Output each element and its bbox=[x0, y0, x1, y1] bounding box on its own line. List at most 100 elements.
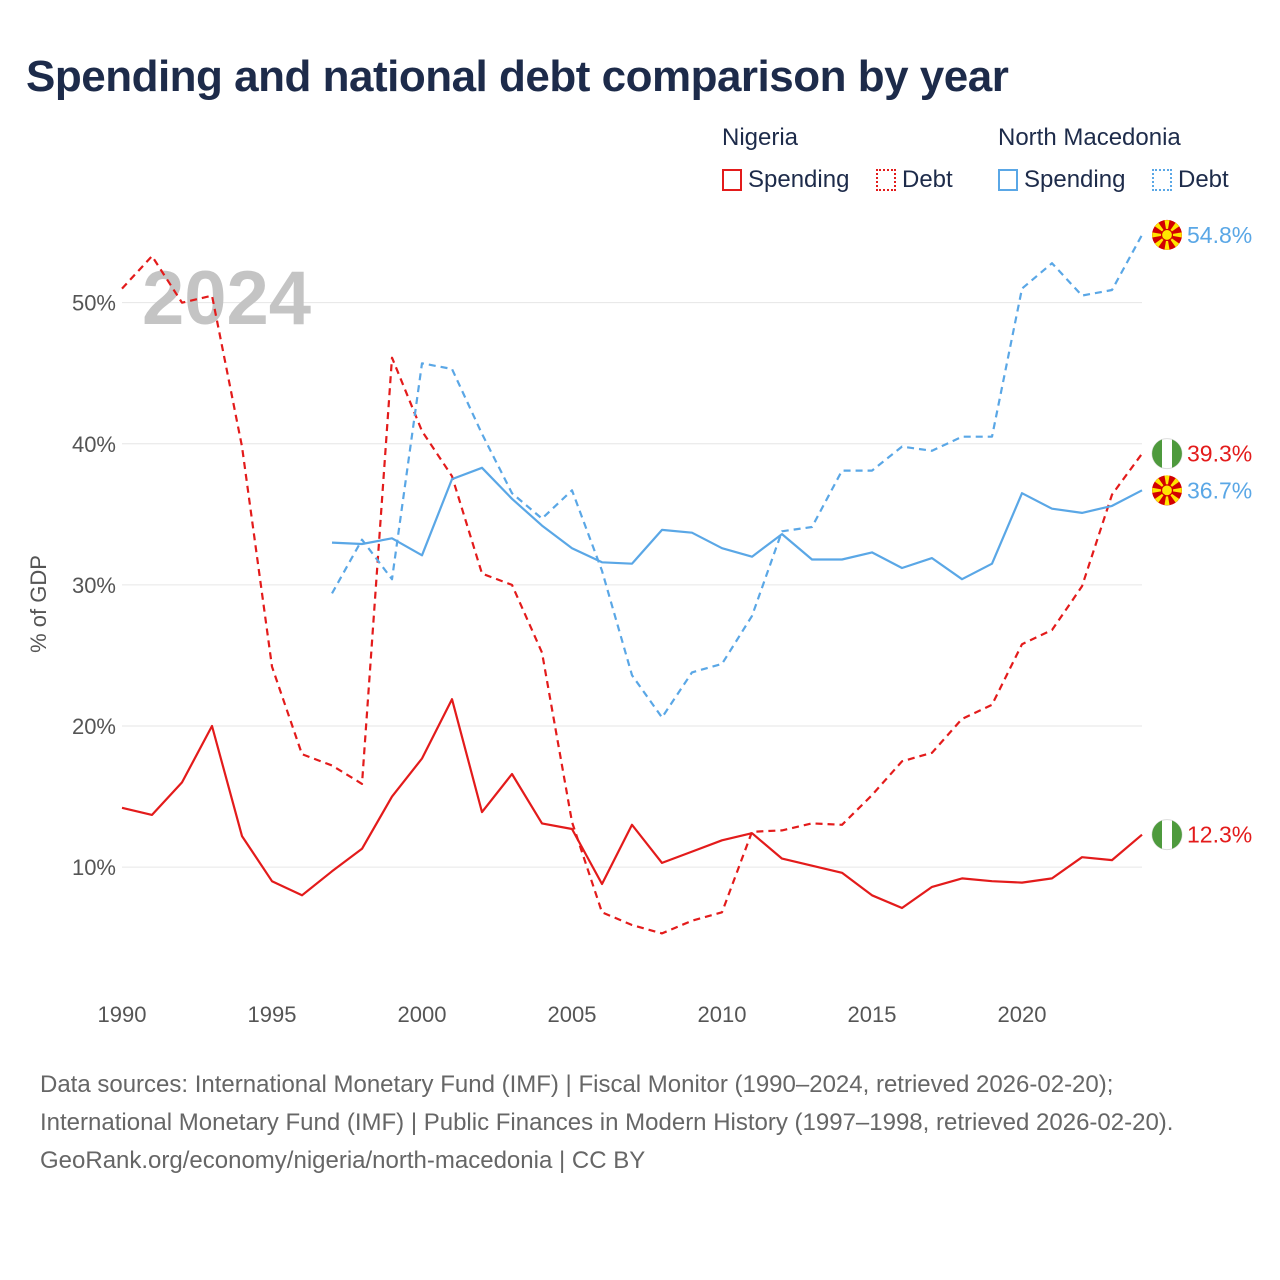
data-point[interactable] bbox=[239, 833, 245, 839]
data-point[interactable] bbox=[299, 751, 305, 757]
data-point[interactable] bbox=[989, 434, 995, 440]
data-point[interactable] bbox=[1079, 293, 1085, 299]
data-point[interactable] bbox=[509, 490, 515, 496]
data-point[interactable] bbox=[1049, 506, 1055, 512]
data-point[interactable] bbox=[1079, 510, 1085, 516]
data-point[interactable] bbox=[1049, 260, 1055, 266]
data-point[interactable] bbox=[1079, 583, 1085, 589]
data-point[interactable] bbox=[359, 537, 365, 543]
data-point[interactable] bbox=[1139, 487, 1145, 493]
data-point[interactable] bbox=[389, 535, 395, 541]
data-point[interactable] bbox=[689, 669, 695, 675]
data-point[interactable] bbox=[1139, 451, 1145, 457]
data-point[interactable] bbox=[779, 827, 785, 833]
data-point[interactable] bbox=[719, 661, 725, 667]
data-point[interactable] bbox=[1109, 287, 1115, 293]
data-point[interactable] bbox=[1109, 492, 1115, 498]
data-point[interactable] bbox=[899, 444, 905, 450]
data-point[interactable] bbox=[809, 820, 815, 826]
data-point[interactable] bbox=[329, 540, 335, 546]
data-point[interactable] bbox=[599, 568, 605, 574]
data-point[interactable] bbox=[569, 545, 575, 551]
data-point[interactable] bbox=[899, 758, 905, 764]
data-point[interactable] bbox=[719, 837, 725, 843]
data-point[interactable] bbox=[989, 561, 995, 567]
data-point[interactable] bbox=[149, 253, 155, 259]
data-point[interactable] bbox=[389, 794, 395, 800]
data-point[interactable] bbox=[119, 286, 125, 292]
data-point[interactable] bbox=[449, 696, 455, 702]
data-point[interactable] bbox=[629, 822, 635, 828]
data-point[interactable] bbox=[809, 863, 815, 869]
series-line-north-macedonia-debt[interactable] bbox=[331, 234, 1143, 719]
data-point[interactable] bbox=[479, 809, 485, 815]
data-point[interactable] bbox=[329, 590, 335, 596]
data-point[interactable] bbox=[449, 476, 455, 482]
data-point[interactable] bbox=[809, 556, 815, 562]
data-point[interactable] bbox=[629, 561, 635, 567]
data-point[interactable] bbox=[689, 849, 695, 855]
data-point[interactable] bbox=[209, 293, 215, 299]
data-point[interactable] bbox=[329, 763, 335, 769]
data-point[interactable] bbox=[869, 792, 875, 798]
data-point[interactable] bbox=[659, 527, 665, 533]
data-point[interactable] bbox=[959, 434, 965, 440]
legend-item-nigeria-debt[interactable]: Debt bbox=[876, 166, 953, 194]
data-point[interactable] bbox=[929, 448, 935, 454]
data-point[interactable] bbox=[449, 366, 455, 372]
data-point[interactable] bbox=[629, 922, 635, 928]
data-point[interactable] bbox=[869, 892, 875, 898]
data-point[interactable] bbox=[599, 559, 605, 565]
data-point[interactable] bbox=[359, 781, 365, 787]
data-point[interactable] bbox=[539, 516, 545, 522]
data-point[interactable] bbox=[1019, 880, 1025, 886]
data-point[interactable] bbox=[179, 779, 185, 785]
data-point[interactable] bbox=[479, 465, 485, 471]
data-point[interactable] bbox=[719, 545, 725, 551]
data-point[interactable] bbox=[929, 884, 935, 890]
data-point[interactable] bbox=[509, 771, 515, 777]
data-point[interactable] bbox=[1049, 627, 1055, 633]
data-point[interactable] bbox=[929, 555, 935, 561]
data-point[interactable] bbox=[749, 554, 755, 560]
data-point[interactable] bbox=[959, 875, 965, 881]
data-point[interactable] bbox=[149, 812, 155, 818]
data-point[interactable] bbox=[839, 822, 845, 828]
legend-item-north-macedonia-debt[interactable]: Debt bbox=[1152, 166, 1229, 194]
data-point[interactable] bbox=[479, 571, 485, 577]
data-point[interactable] bbox=[989, 702, 995, 708]
data-point[interactable] bbox=[419, 428, 425, 434]
attribution-link[interactable]: GeoRank.org/economy/nigeria/north-macedo… bbox=[40, 1147, 646, 1174]
data-point[interactable] bbox=[719, 909, 725, 915]
data-point[interactable] bbox=[1019, 286, 1025, 292]
data-point[interactable] bbox=[599, 909, 605, 915]
data-point[interactable] bbox=[1019, 490, 1025, 496]
data-point[interactable] bbox=[749, 829, 755, 835]
data-point[interactable] bbox=[959, 716, 965, 722]
data-point[interactable] bbox=[929, 750, 935, 756]
data-point[interactable] bbox=[809, 524, 815, 530]
data-point[interactable] bbox=[539, 523, 545, 529]
data-point[interactable] bbox=[959, 576, 965, 582]
data-point[interactable] bbox=[749, 613, 755, 619]
data-point[interactable] bbox=[209, 723, 215, 729]
data-point[interactable] bbox=[869, 468, 875, 474]
data-point[interactable] bbox=[1139, 232, 1145, 238]
data-point[interactable] bbox=[419, 360, 425, 366]
data-point[interactable] bbox=[359, 846, 365, 852]
data-point[interactable] bbox=[599, 881, 605, 887]
data-point[interactable] bbox=[119, 805, 125, 811]
data-point[interactable] bbox=[659, 930, 665, 936]
data-point[interactable] bbox=[869, 549, 875, 555]
data-point[interactable] bbox=[509, 582, 515, 588]
data-point[interactable] bbox=[1049, 875, 1055, 881]
data-point[interactable] bbox=[509, 496, 515, 502]
data-point[interactable] bbox=[329, 868, 335, 874]
data-point[interactable] bbox=[419, 755, 425, 761]
data-point[interactable] bbox=[539, 650, 545, 656]
data-point[interactable] bbox=[1139, 832, 1145, 838]
data-point[interactable] bbox=[179, 300, 185, 306]
data-point[interactable] bbox=[689, 918, 695, 924]
data-point[interactable] bbox=[989, 878, 995, 884]
data-point[interactable] bbox=[1079, 854, 1085, 860]
